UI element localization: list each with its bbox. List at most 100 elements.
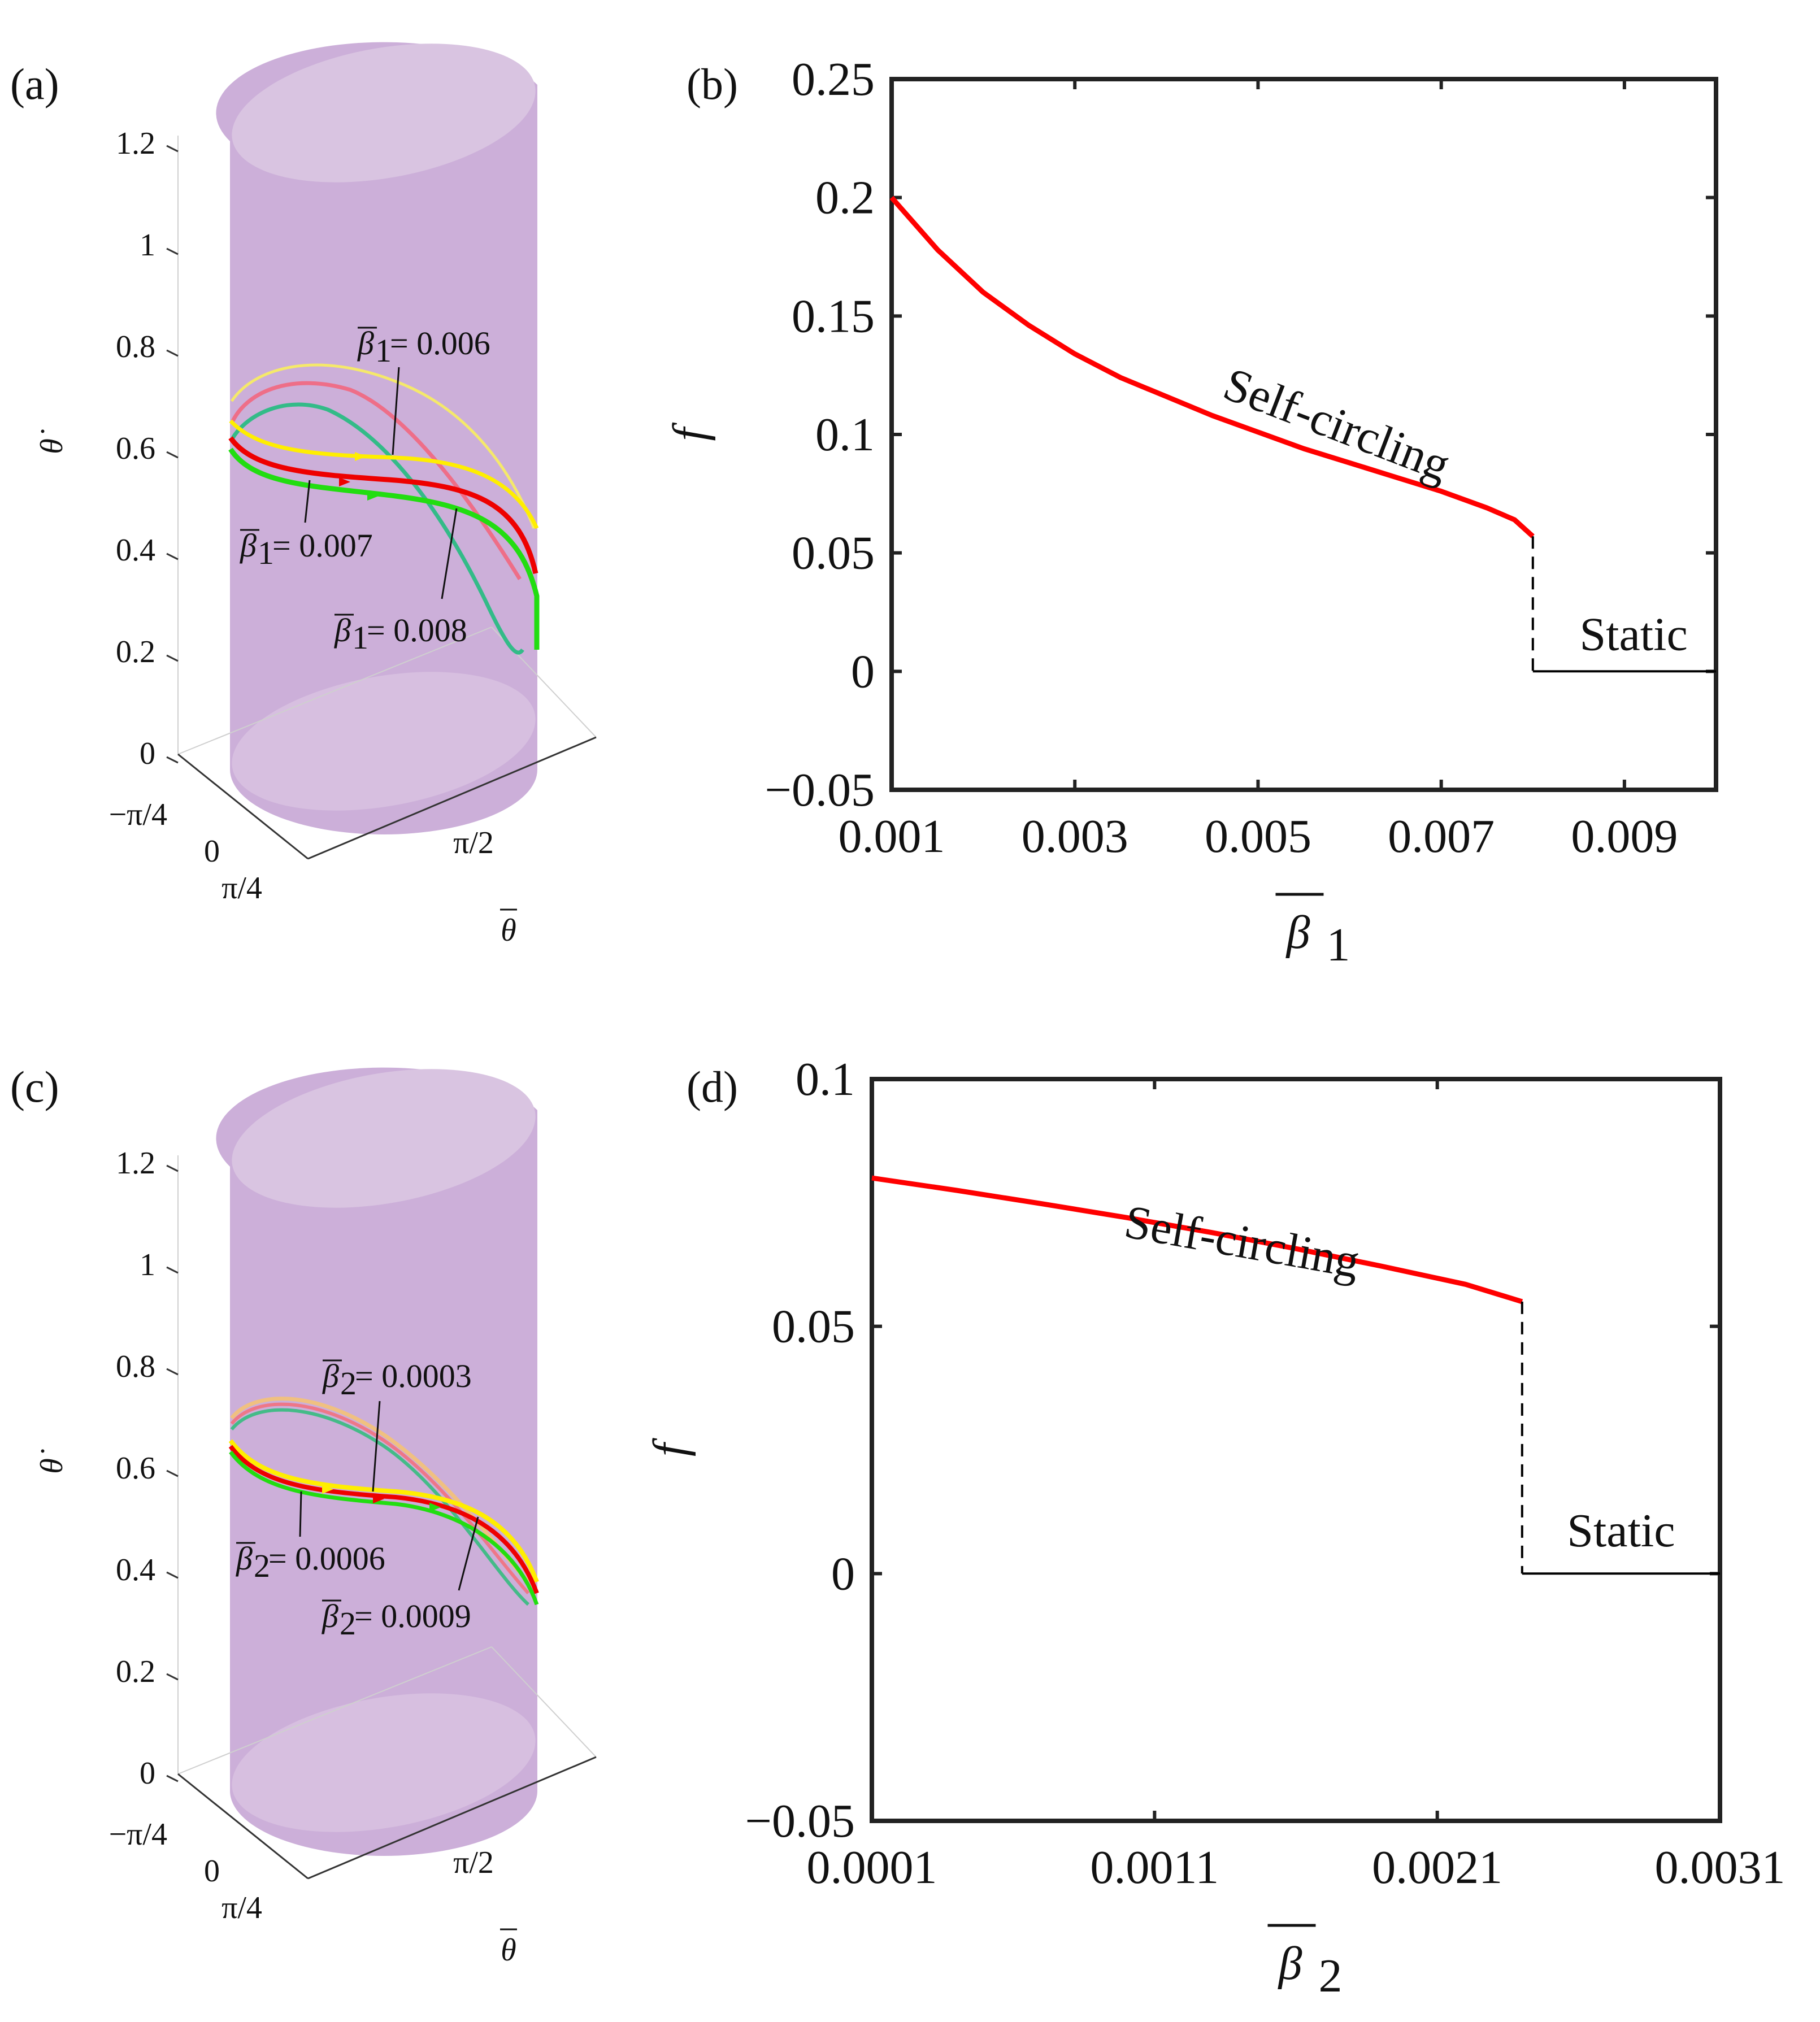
panel-b: (b) −0.05 0 0.05 0.1 0.15 0.2 0.25 0.001 0.003 0.0… xyxy=(663,53,1718,971)
ztick-c-0.8: 0.8 xyxy=(116,1349,155,1384)
ytick-label-b-4: 0.15 xyxy=(792,290,875,342)
trajectories-a xyxy=(228,363,540,655)
curve-beta1-0.007-back xyxy=(231,381,522,580)
xtick-label-b-4: 0.009 xyxy=(1571,810,1678,863)
curve-beta2-0.0009-front xyxy=(229,1450,539,1606)
ztick-a-1.2: 1.2 xyxy=(116,126,155,161)
panel-d-label: (d) xyxy=(687,1062,738,1111)
plot-frame-d xyxy=(870,1077,1722,1823)
ztick-c-0.4: 0.4 xyxy=(116,1553,155,1588)
curve-beta1-0.006-front xyxy=(229,419,539,529)
annot-a-1-label: = 0.007 xyxy=(272,527,373,564)
ztick-c-0.6: 0.6 xyxy=(116,1451,155,1486)
panel-a: (a) 1.2 1 0.8 xyxy=(10,42,597,948)
panel-a-label: (a) xyxy=(10,59,59,108)
xlabel-a: θ xyxy=(500,908,517,948)
curve-beta1-0.007-front xyxy=(228,436,538,574)
ytick-c-zero: 0 xyxy=(204,1854,220,1889)
ytick-label-d-0: −0.05 xyxy=(745,1795,855,1847)
xtick-c-pi2: π/2 xyxy=(453,1845,494,1880)
ytick-label-b-0: −0.05 xyxy=(765,764,875,816)
annot-c-1-sub: 2 xyxy=(254,1547,270,1584)
panel-c-label: (c) xyxy=(10,1062,59,1111)
ytick-label-b-5: 0.2 xyxy=(815,172,875,224)
annot-a-1-sub: 1 xyxy=(258,534,274,571)
cylinder-a xyxy=(216,42,537,834)
curve-beta2-0.0006-back xyxy=(230,1402,530,1595)
xtick-label-d-1: 0.0011 xyxy=(1090,1841,1219,1894)
annot-c-2-sub: 2 xyxy=(340,1605,356,1642)
series-d-self-circling xyxy=(871,1175,1523,1304)
ztick-labels-a: 1.2 1 0.8 0.6 0.4 0.2 0 xyxy=(116,126,155,771)
zlabel-a-text: θ̇ xyxy=(34,429,70,454)
curve-beta2-0.0003-front xyxy=(228,1439,539,1583)
annot-a-2-sub: 1 xyxy=(352,619,368,656)
ylabel-d: f xyxy=(644,1437,696,1456)
ytick-label-b-6: 0.25 xyxy=(792,53,875,106)
ytick-c-pos: π/4 xyxy=(221,1890,262,1925)
ylabel-b: f xyxy=(663,422,716,441)
trajectories-c xyxy=(228,1397,539,1606)
ytick-label-b-2: 0.05 xyxy=(792,527,875,580)
annot-beta2-0.0003: β 2 = 0.0003 xyxy=(322,1358,472,1402)
series-b-self-circling xyxy=(889,195,1535,538)
zlabel-c: θ̇ xyxy=(34,1449,70,1474)
annot-a-1-symbol: β xyxy=(240,527,257,564)
xlabel-sub-b: 1 xyxy=(1327,919,1350,971)
annot-c-0-label: = 0.0003 xyxy=(355,1358,472,1394)
xlabel-sub-d: 2 xyxy=(1319,1950,1343,2002)
ytick-c-neg: −π/4 xyxy=(109,1817,167,1852)
curve-beta1-0.008-front xyxy=(228,447,540,650)
ytick-label-d-2: 0.05 xyxy=(772,1301,855,1353)
axis-ticks-3d-a xyxy=(166,145,597,860)
panel-c: (c) 1.2 1 0.8 0.6 xyxy=(10,1062,597,1968)
xlabel-a-text: θ xyxy=(501,913,516,948)
curve-beta1-0.006-back xyxy=(230,363,536,529)
annot-c-0-sub: 2 xyxy=(340,1365,357,1402)
xtick-label-b-1: 0.003 xyxy=(1022,810,1128,863)
annot-a-2-label: = 0.008 xyxy=(367,612,467,649)
xtick-label-b-3: 0.007 xyxy=(1388,810,1495,863)
annotation-d-static: Static xyxy=(1567,1504,1675,1557)
xtick-a-pi2: π/2 xyxy=(453,825,494,860)
annot-a-0-sub: 1 xyxy=(375,332,392,369)
annot-c-2-symbol: β xyxy=(322,1598,338,1634)
xtick-label-b-2: 0.005 xyxy=(1205,810,1311,863)
annot-beta2-0.0009: β 2 = 0.0009 xyxy=(322,1598,471,1642)
curve-beta2-0.0006-front xyxy=(228,1445,539,1594)
ytick-label-d-3: 0.1 xyxy=(796,1053,855,1106)
axis-ticks-3d-c xyxy=(166,1164,597,1880)
annot-c-2-label: = 0.0009 xyxy=(354,1598,471,1634)
ztick-a-0.2: 0.2 xyxy=(116,634,155,669)
ztick-c-0: 0 xyxy=(140,1756,155,1791)
ztick-a-0.8: 0.8 xyxy=(116,329,155,364)
panel-b-label: (b) xyxy=(687,59,738,108)
curve-beta2-0.0009-back xyxy=(230,1408,530,1606)
annot-beta2-0.0006: β 2 = 0.0006 xyxy=(236,1540,385,1584)
zlabel-a: θ̇ xyxy=(34,429,70,454)
annotation-b-self-circling: Self-circling xyxy=(1217,358,1457,492)
ytick-a-zero: 0 xyxy=(204,834,220,869)
annot-beta1-0.007: β 1 = 0.007 xyxy=(240,527,373,571)
ztick-a-0.6: 0.6 xyxy=(116,431,155,466)
annotation-leaders-a xyxy=(304,367,458,599)
annot-beta1-0.008: β 1 = 0.008 xyxy=(334,612,467,656)
ytick-label-d-1: 0 xyxy=(831,1547,855,1600)
ztick-c-1.2: 1.2 xyxy=(116,1146,155,1181)
ztick-a-0: 0 xyxy=(140,736,155,771)
ztick-a-1: 1 xyxy=(140,228,155,263)
ytick-label-b-1: 0 xyxy=(851,645,875,698)
panel-d: (d) −0.05 0 0.05 0.1 0.0001 0.0011 0.0021 0.0031… xyxy=(644,1053,1786,2002)
curve-beta1-0.008-back xyxy=(231,402,524,655)
annot-c-0-symbol: β xyxy=(322,1358,339,1394)
annot-c-1-symbol: β xyxy=(236,1540,253,1577)
xtick-label-d-0: 0.0001 xyxy=(807,1841,937,1894)
ztick-c-1: 1 xyxy=(140,1247,155,1282)
annot-a-2-symbol: β xyxy=(334,612,351,649)
annot-a-0-symbol: β xyxy=(357,325,374,362)
ytick-a-neg: −π/4 xyxy=(109,797,167,832)
xlabel-symbol-b: β xyxy=(1285,906,1310,959)
xtick-label-d-2: 0.0021 xyxy=(1372,1841,1502,1894)
annotation-b-static: Static xyxy=(1579,608,1687,661)
xtick-label-d-3: 0.0031 xyxy=(1655,1841,1786,1894)
